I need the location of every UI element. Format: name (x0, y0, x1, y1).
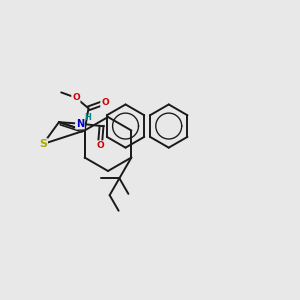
Text: O: O (96, 141, 104, 150)
Text: H: H (84, 113, 91, 122)
Text: O: O (101, 98, 109, 107)
Text: O: O (72, 93, 80, 102)
Text: S: S (39, 139, 47, 149)
Text: N: N (76, 119, 84, 129)
